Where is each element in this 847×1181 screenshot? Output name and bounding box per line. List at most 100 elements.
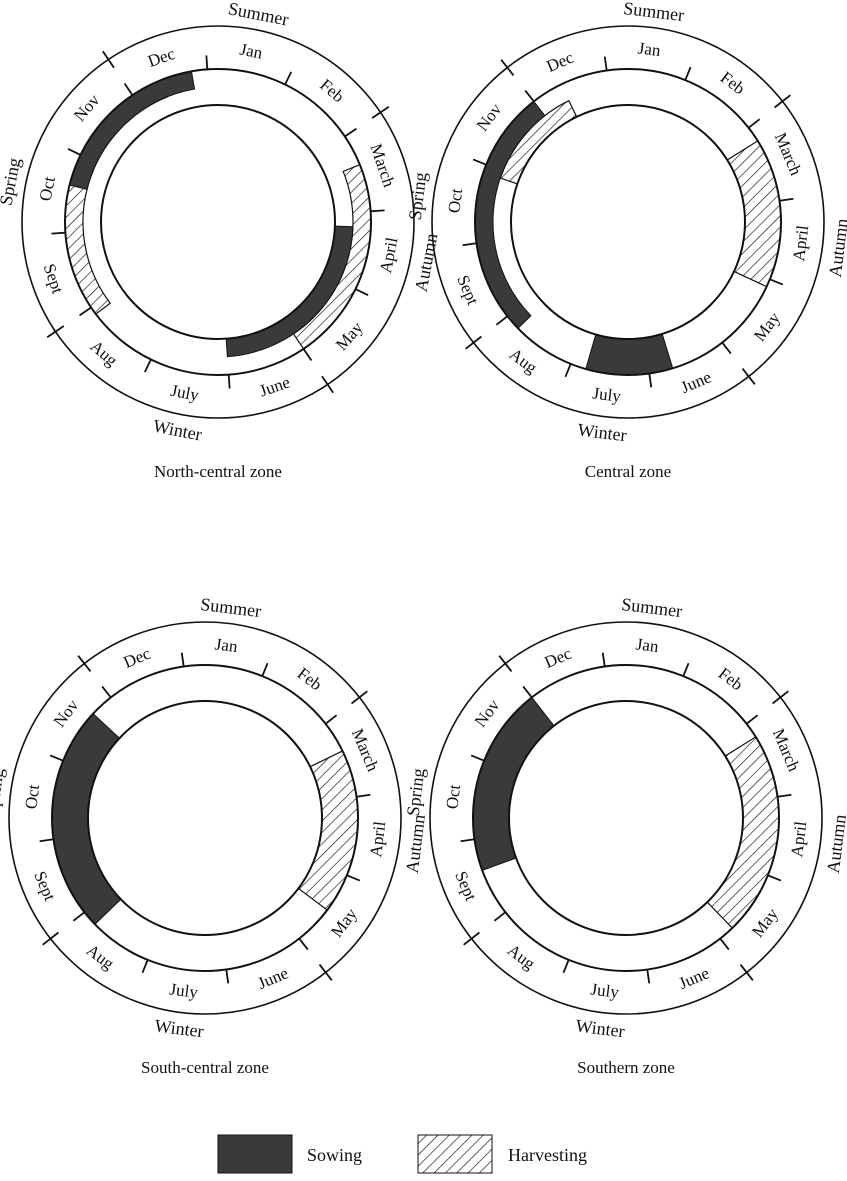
month-tick <box>298 938 309 951</box>
month-label-jan: Jan <box>635 634 660 656</box>
month-tick <box>302 348 313 361</box>
month-label-march: March <box>366 141 399 190</box>
month-tick <box>284 71 293 85</box>
month-label-aug: Aug <box>506 345 541 378</box>
month-tick <box>356 793 371 798</box>
month-label-july: July <box>590 980 621 1002</box>
month-label-nov: Nov <box>473 99 506 134</box>
month-tick <box>72 911 85 922</box>
harvesting-segment <box>297 750 359 911</box>
season-label-summer: Summer <box>199 594 262 621</box>
month-label-aug: Aug <box>87 337 122 371</box>
month-label-april: April <box>366 820 389 858</box>
season-label-winter: Winter <box>576 419 627 445</box>
month-tick <box>67 147 81 156</box>
month-tick <box>522 685 533 698</box>
month-tick <box>460 838 475 843</box>
sowing-segment <box>51 712 122 925</box>
month-tick <box>355 288 369 297</box>
month-tick <box>493 911 506 922</box>
season-tick <box>463 931 480 946</box>
month-label-oct: Oct <box>442 783 464 810</box>
month-label-nov: Nov <box>50 695 83 730</box>
zone-central-zone: Jan Feb March April May June July Aug Sept Oct Nov… <box>405 0 847 481</box>
month-tick <box>682 662 690 677</box>
month-tick <box>143 359 152 373</box>
month-tick <box>721 342 732 355</box>
zone-caption-north-central-zone: North-central zone <box>154 462 282 481</box>
season-label-autumn: Autumn <box>823 813 847 874</box>
month-tick <box>49 754 64 762</box>
season-ring <box>429 621 823 1015</box>
month-label-may: May <box>748 904 782 941</box>
season-tick <box>77 655 92 672</box>
month-tick <box>51 231 66 235</box>
month-label-oct: Oct <box>36 175 59 203</box>
season-tick <box>741 368 756 385</box>
season-tick <box>351 690 368 705</box>
season-label-summer: Summer <box>622 0 685 25</box>
inner-month-ring <box>508 700 744 936</box>
zone-southern-zone: Jan Feb March April May June July Aug Sept Oct Nov… <box>403 594 847 1077</box>
season-tick <box>102 50 115 69</box>
month-label-july: July <box>169 980 200 1002</box>
season-tick <box>739 964 754 981</box>
month-tick <box>648 373 653 388</box>
season-label-winter: Winter <box>574 1015 625 1041</box>
month-label-april: April <box>376 236 402 275</box>
month-tick <box>346 874 361 882</box>
month-tick <box>101 685 112 698</box>
season-label-spring: Spring <box>403 767 429 817</box>
season-label-winter: Winter <box>151 416 203 445</box>
month-tick <box>261 662 269 677</box>
outer-month-ring <box>51 664 359 972</box>
month-tick <box>684 66 692 81</box>
zone-caption-south-central-zone: South-central zone <box>141 1058 269 1077</box>
sowing-segment <box>585 333 674 376</box>
month-label-may: May <box>327 904 361 941</box>
outer-month-ring <box>64 68 372 376</box>
season-tick <box>498 655 513 672</box>
month-tick <box>370 209 385 213</box>
month-tick <box>646 969 651 984</box>
month-label-sept: Sept <box>453 272 482 307</box>
month-tick <box>603 56 608 71</box>
season-tick <box>46 325 65 338</box>
month-label-dec: Dec <box>145 44 177 71</box>
month-tick <box>601 652 606 667</box>
month-label-nov: Nov <box>70 90 104 125</box>
month-tick <box>79 306 92 317</box>
month-label-march: March <box>771 130 806 179</box>
month-tick <box>495 315 508 326</box>
harvesting-segment <box>726 140 782 288</box>
legend-harvesting-label: Harvesting <box>508 1145 587 1165</box>
month-tick <box>180 652 185 667</box>
month-label-july: July <box>169 381 201 405</box>
legend: Sowing Harvesting <box>217 1134 587 1174</box>
month-label-jan: Jan <box>238 40 264 63</box>
inner-month-ring <box>100 104 336 340</box>
sowing-segment <box>225 225 354 358</box>
month-tick <box>123 83 134 96</box>
sowing-segment <box>68 70 196 190</box>
month-label-aug: Aug <box>83 941 118 974</box>
season-label-summer: Summer <box>620 594 683 621</box>
inner-month-ring <box>87 700 323 936</box>
month-label-jan: Jan <box>214 634 239 656</box>
month-label-april: April <box>787 820 810 858</box>
harvesting-segment <box>706 736 780 929</box>
month-label-feb: Feb <box>316 75 348 106</box>
month-tick <box>472 158 487 166</box>
month-tick <box>344 127 357 138</box>
month-label-sept: Sept <box>30 868 59 903</box>
season-tick <box>774 94 791 109</box>
month-tick <box>325 714 338 725</box>
season-tick <box>500 59 515 76</box>
month-tick <box>746 714 759 725</box>
month-label-may: May <box>332 318 367 354</box>
month-tick <box>562 959 570 974</box>
outer-month-ring <box>474 68 782 376</box>
season-tick <box>371 106 390 119</box>
